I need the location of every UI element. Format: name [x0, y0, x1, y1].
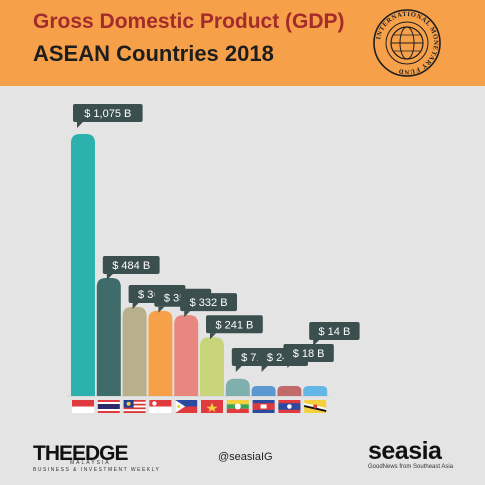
data-label-indonesia: $ 1,075 B [84, 108, 131, 120]
bar-cambodia [251, 386, 276, 396]
flag-cambodia-icon [252, 400, 275, 413]
chart-title: Gross Domestic Product (GDP) [33, 10, 345, 33]
data-label-brunei: $ 14 B [318, 326, 350, 338]
label-pointer-brunei [313, 340, 320, 346]
header-banner: Gross Domestic Product (GDP) ASEAN Count… [0, 0, 485, 86]
flag-indonesia-icon [72, 400, 94, 413]
the-edge-tagline: BUSINESS & INVESTMENT WEEKLY [33, 467, 161, 473]
flag-philippines-icon [175, 400, 198, 413]
label-pointer-malaysia [132, 303, 139, 310]
label-box-brunei [309, 322, 360, 340]
flag-singapore-icon [149, 400, 172, 413]
bar-indonesia [71, 134, 95, 396]
bar-myanmar [225, 378, 250, 396]
the-edge-logo: THEEDGE [33, 442, 129, 465]
bar-malaysia [122, 307, 147, 396]
label-pointer-myanmar [235, 366, 242, 372]
data-label-laos: $ 18 B [293, 348, 325, 360]
label-box-vietnam [206, 315, 263, 334]
flag-laos-icon [278, 400, 301, 413]
bar-singapore [148, 310, 173, 396]
label-pointer-cambodia [261, 366, 268, 372]
seasia-logo: seasia [368, 437, 442, 465]
bar-philippines [174, 315, 199, 396]
the-edge-country: MALAYSIA [70, 460, 111, 466]
label-pointer-laos [287, 362, 294, 368]
label-box-philippines [180, 293, 237, 312]
label-pointer-philippines [184, 311, 191, 318]
label-pointer-vietnam [210, 333, 216, 340]
bar-brunei [303, 386, 328, 396]
label-box-indonesia [73, 104, 143, 122]
social-handle: @seasiaIG [218, 451, 273, 463]
flag-malaysia-icon [123, 400, 146, 413]
flag-myanmar-icon [226, 400, 249, 413]
bar-vietnam [200, 337, 224, 396]
seasia-tagline: GoodNews from Southeast Asia [368, 464, 454, 470]
label-box-laos [283, 344, 334, 362]
bar-thailand [96, 278, 121, 396]
gdp-bar-chart: $ 1,075 B$ 484 B$ 365 B$ 350 B$ 332 B$ 2… [67, 104, 360, 413]
flag-thailand-icon [97, 400, 120, 413]
data-label-thailand: $ 484 B [112, 260, 150, 272]
imf-seal-logo: INTERNATIONAL MONETARY FUND [373, 9, 441, 77]
data-label-philippines: $ 332 B [190, 297, 228, 309]
bar-laos [277, 386, 302, 396]
label-box-thailand [102, 256, 160, 275]
label-pointer-indonesia [77, 122, 83, 128]
label-pointer-thailand [106, 274, 113, 281]
flag-brunei-icon [304, 400, 327, 413]
label-pointer-singapore [158, 306, 165, 313]
flag-vietnam-icon [201, 400, 223, 413]
data-label-vietnam: $ 241 B [215, 319, 253, 331]
chart-subtitle: ASEAN Countries 2018 [33, 41, 274, 66]
